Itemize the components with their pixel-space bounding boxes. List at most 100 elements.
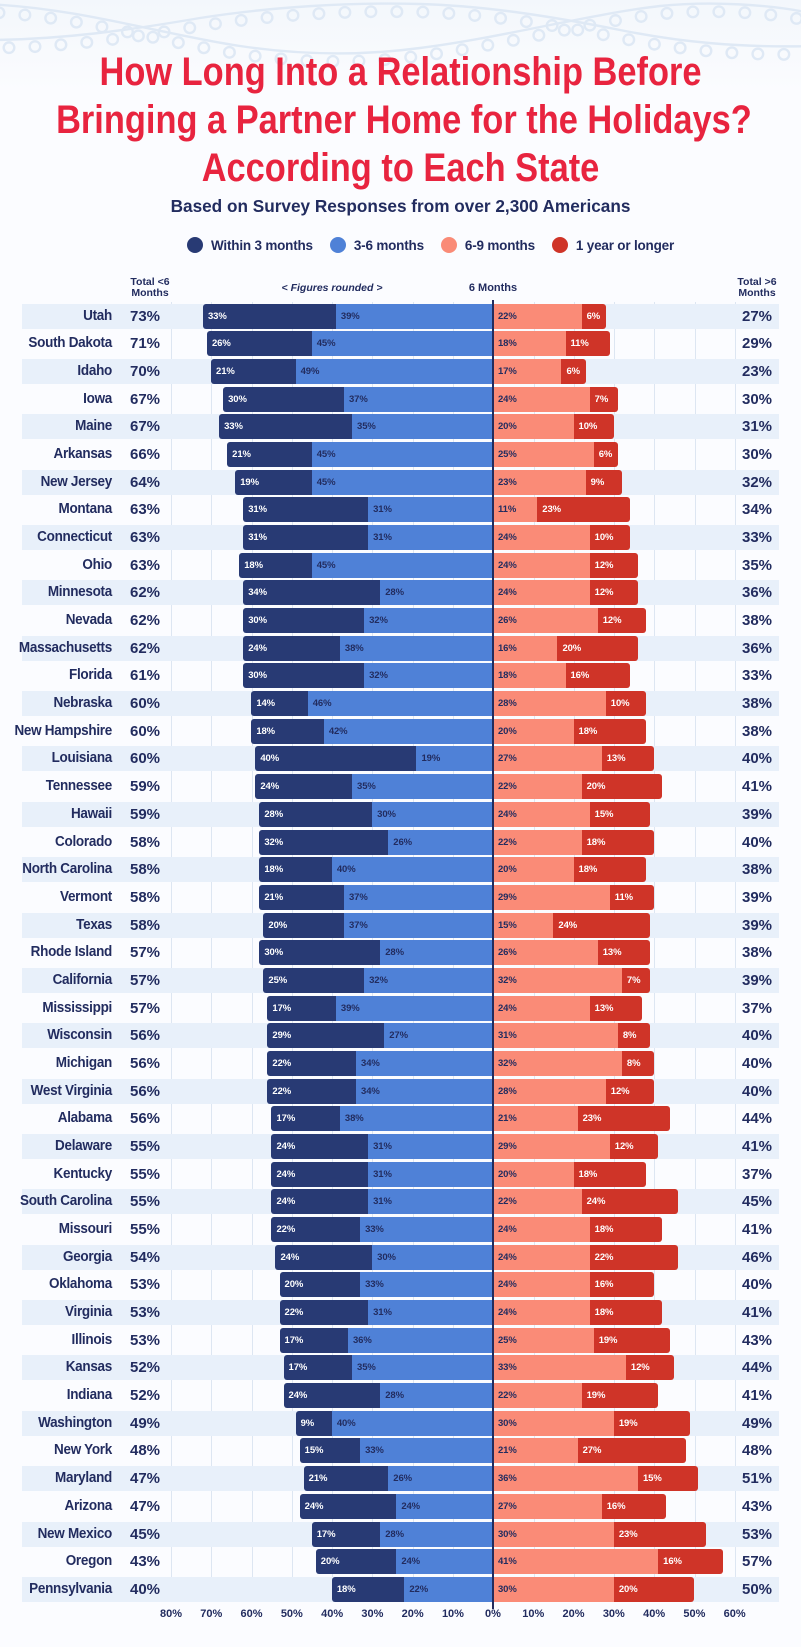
bar-value-label: 10%: [594, 532, 614, 544]
state-label: Massachusetts: [18, 639, 113, 656]
bar-segment: 38%: [339, 1106, 493, 1132]
axis-tick-label: 50%: [280, 1607, 303, 1620]
state-row: Missouri 55% 22% 33% 24% 18% 41%: [0, 1217, 801, 1243]
bar-segment: 32%: [364, 967, 493, 993]
bar-value-label: 26%: [498, 615, 517, 627]
total-under6-value: 54%: [129, 1248, 161, 1266]
bar-segment: 20%: [581, 774, 663, 800]
bar-value-label: 14%: [256, 698, 276, 710]
bar-segment: 30%: [243, 608, 365, 634]
bar-value-label: 22%: [594, 1251, 614, 1263]
bar-value-label: 28%: [385, 587, 404, 599]
bar-value-label: 21%: [498, 1113, 517, 1125]
bar-value-label: 28%: [385, 1390, 404, 1402]
bar-segment: 18%: [573, 718, 647, 744]
bar-value-label: 36%: [498, 1473, 517, 1485]
bar-value-label: 24%: [498, 1002, 517, 1014]
bar-segment: 31%: [368, 1161, 493, 1187]
bar-segment: 26%: [493, 608, 598, 634]
bar-value-label: 23%: [498, 476, 517, 488]
axis-tick-label: 20%: [562, 1607, 585, 1620]
bar-segment: 23%: [537, 497, 630, 523]
bar-segment: 45%: [311, 469, 493, 495]
light-bulb-icon: [106, 32, 120, 46]
bar-segment: 37%: [343, 912, 493, 938]
bar-value-label: 24%: [498, 1279, 517, 1291]
bar-segment: 22%: [493, 1189, 582, 1215]
bar-value-label: 12%: [610, 1085, 630, 1097]
state-row: Illinois 53% 17% 36% 25% 19% 43%: [0, 1327, 801, 1353]
bar-value-label: 21%: [308, 1473, 328, 1485]
bar-segment: 31%: [368, 497, 493, 523]
bar-segment: 12%: [597, 608, 647, 634]
bar-segment: 28%: [380, 580, 493, 606]
bar-segment: 12%: [625, 1355, 675, 1381]
bar-segment: 12%: [589, 552, 638, 578]
bar-value-label: 33%: [498, 1362, 517, 1374]
state-label: Oregon: [65, 1553, 113, 1570]
total-over6-value: 32%: [741, 473, 773, 491]
bar-segment: 30%: [223, 386, 344, 412]
bar-value-label: 22%: [498, 781, 517, 793]
total-under6-value: 53%: [129, 1276, 161, 1294]
bar-segment: 26%: [493, 940, 598, 966]
bar-segment: 28%: [493, 691, 606, 717]
bar-segment: 23%: [493, 469, 586, 495]
total-under6-value: 57%: [129, 999, 161, 1017]
state-label: Alabama: [57, 1110, 113, 1127]
bar-segment: 8%: [617, 1023, 651, 1049]
total-under6-value: 58%: [129, 888, 161, 906]
state-label: Nevada: [65, 612, 113, 629]
bar-segment: 17%: [283, 1355, 352, 1381]
bar-value-label: 30%: [498, 1528, 517, 1540]
bar-segment: 24%: [493, 1300, 590, 1326]
bar-value-label: 35%: [357, 781, 376, 793]
light-bulb-icon: [18, 8, 32, 22]
bar-value-label: 22%: [276, 1224, 296, 1236]
axis-tick-label: 30%: [361, 1607, 384, 1620]
bar-segment: 22%: [267, 1050, 357, 1076]
bar-segment: 24%: [493, 995, 590, 1021]
total-over6-value: 33%: [741, 667, 773, 685]
bar-segment: 28%: [380, 940, 493, 966]
axis-tick-label: 40%: [321, 1607, 344, 1620]
bar-value-label: 11%: [570, 338, 589, 350]
gridline: [694, 301, 696, 1602]
bar-value-label: 17%: [288, 1362, 308, 1374]
state-row: Kansas 52% 17% 35% 33% 12% 44%: [0, 1355, 801, 1381]
total-over6-value: 36%: [741, 639, 773, 657]
bar-value-label: 24%: [260, 781, 280, 793]
state-row: Louisiana 60% 40% 19% 27% 13% 40%: [0, 746, 801, 772]
total-under6-value: 45%: [129, 1525, 161, 1543]
state-label: Colorado: [55, 833, 112, 850]
bar-segment: 21%: [493, 1106, 578, 1132]
bar-value-label: 35%: [357, 421, 376, 433]
bar-segment: 16%: [565, 663, 630, 689]
light-bulb-icon: [234, 13, 248, 27]
bar-segment: 22%: [267, 1078, 357, 1104]
total-under6-value: 57%: [129, 971, 161, 989]
bar-segment: 32%: [364, 663, 493, 689]
legend-item-2: 3-6 months: [329, 237, 424, 253]
state-label: South Carolina: [20, 1193, 112, 1210]
total-over6-value: 57%: [741, 1553, 773, 1571]
bar-value-label: 21%: [264, 891, 284, 903]
bar-segment: 18%: [493, 663, 566, 689]
total-under6-value: 63%: [129, 501, 161, 519]
bar-segment: 18%: [589, 1300, 663, 1326]
bar-value-label: 25%: [498, 449, 517, 460]
axis-tick-label: 30%: [602, 1607, 625, 1620]
state-label: Kansas: [65, 1359, 113, 1376]
state-row: Michigan 56% 22% 34% 32% 8% 40%: [0, 1050, 801, 1076]
total-over6-value: 30%: [741, 446, 773, 463]
bar-segment: 30%: [243, 663, 365, 689]
bar-value-label: 18%: [578, 1168, 598, 1180]
bar-value-label: 30%: [264, 947, 284, 959]
bar-segment: 7%: [589, 386, 618, 412]
state-label: Arkansas: [53, 446, 112, 462]
bar-segment: 24%: [243, 635, 340, 661]
total-over6-value: 38%: [741, 944, 773, 962]
bar-segment: 12%: [609, 1134, 659, 1159]
light-bulb-icon: [596, 28, 610, 42]
